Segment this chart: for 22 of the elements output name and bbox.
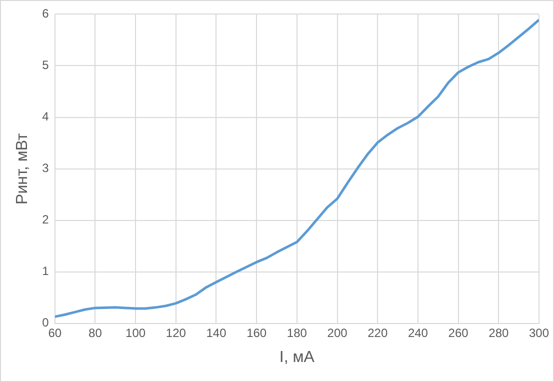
- x-tick-label: 140: [206, 326, 227, 340]
- x-tick-label: 260: [448, 326, 469, 340]
- y-tick-label: 2: [42, 212, 50, 227]
- x-tick-label: 200: [327, 326, 348, 340]
- x-tick-label: 300: [528, 326, 550, 340]
- x-tick-label: 80: [88, 326, 102, 340]
- y-tick-label: 0: [42, 316, 50, 330]
- y-axis-title: Pинт, мВт: [14, 132, 32, 204]
- x-tick-label: 160: [246, 326, 267, 340]
- x-tick-label: 120: [166, 326, 186, 340]
- y-tick-label: 6: [42, 6, 50, 21]
- y-tick-label: 5: [42, 58, 50, 72]
- x-tick-label: 60: [48, 326, 62, 340]
- y-tick-label: 4: [42, 110, 50, 124]
- x-tick-label: 180: [286, 326, 308, 340]
- x-tick-label: 280: [488, 326, 509, 340]
- y-tick-label: 3: [42, 161, 50, 176]
- x-tick-label: 240: [408, 326, 428, 340]
- x-tick-label: 220: [368, 326, 388, 340]
- y-tick-label: 1: [42, 264, 50, 278]
- x-axis-title: I, мА: [279, 348, 315, 366]
- x-tick-label: 100: [126, 326, 146, 340]
